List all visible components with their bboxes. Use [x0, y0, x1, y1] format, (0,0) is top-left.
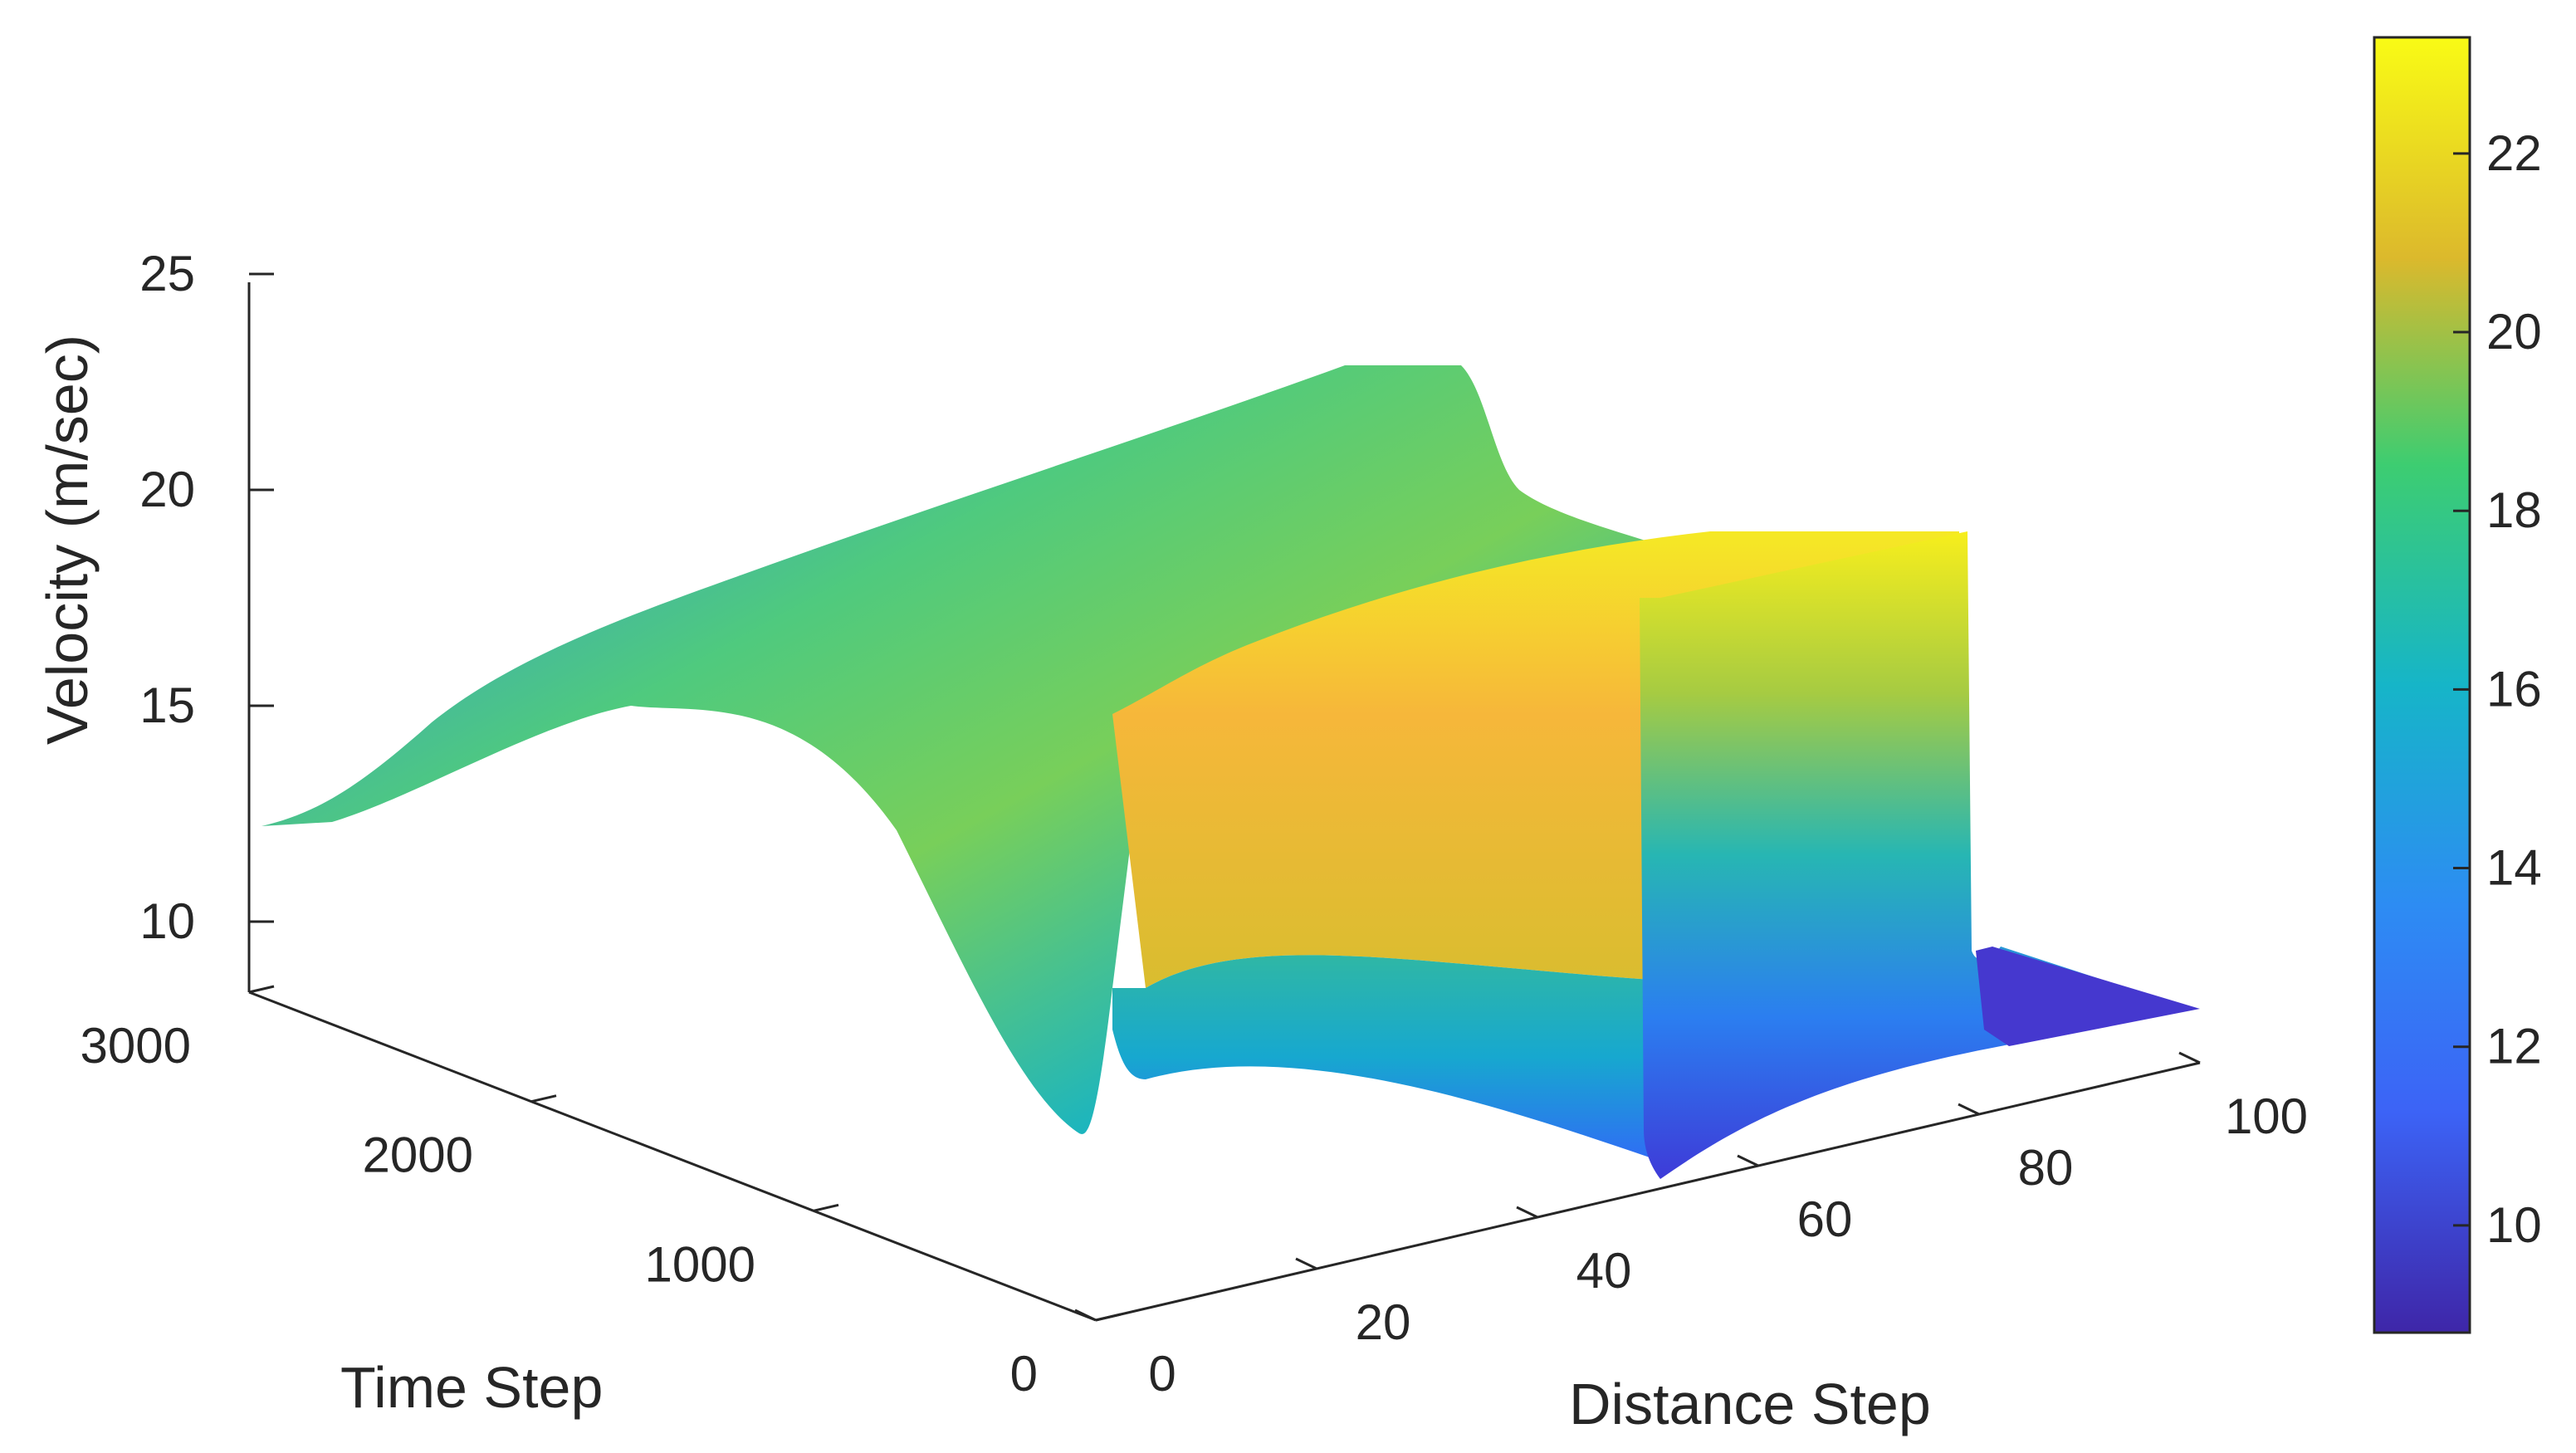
x-tick-label: 60	[1797, 1191, 1853, 1247]
y-ticks: 0 1000 2000 3000	[81, 985, 1122, 1402]
colorbar-gradient	[2373, 36, 2471, 1334]
colorbar-tick-label: 20	[2486, 304, 2542, 360]
z-tick-label: 25	[139, 246, 195, 301]
y-tick-mark	[1095, 1313, 1122, 1322]
x-axis-line	[1095, 1061, 2201, 1322]
y-tick-label: 2000	[363, 1128, 473, 1183]
x-axis-title: Distance Step	[1569, 1372, 1931, 1436]
y-tick-mark	[530, 1094, 557, 1103]
surface-cliff	[1640, 531, 2192, 1179]
x-tick-label: 100	[2225, 1089, 2308, 1144]
colorbar-tick-label: 14	[2486, 840, 2542, 896]
x-tick-mark	[1737, 1154, 1759, 1167]
colorbar-tick-label: 18	[2486, 482, 2542, 538]
x-ticks: 0 20 40 60 80 100	[1074, 1051, 2308, 1402]
y-axis-title: Time Step	[340, 1355, 603, 1420]
y-tick-mark	[248, 985, 275, 994]
surface-slope	[1112, 955, 1652, 1158]
y-tick-label: 1000	[645, 1236, 755, 1292]
x-tick-label: 0	[1148, 1346, 1176, 1402]
axes	[247, 282, 2201, 1322]
z-tick-label: 20	[139, 462, 195, 517]
colorbar-tick-label: 12	[2486, 1019, 2542, 1074]
x-tick-mark	[1516, 1206, 1538, 1219]
colorbar-tick-label: 10	[2486, 1197, 2542, 1253]
z-axis-title: Velocity (m/sec)	[35, 335, 100, 745]
surface	[262, 365, 2200, 1179]
y-axis-line	[248, 991, 1097, 1322]
colorbar-tick-label: 16	[2486, 661, 2542, 717]
z-tick-label: 10	[139, 893, 195, 949]
x-tick-label: 40	[1576, 1243, 1632, 1299]
x-tick-label: 20	[1356, 1294, 1411, 1350]
x-tick-mark	[2178, 1051, 2201, 1064]
x-tick-mark	[1295, 1257, 1317, 1270]
x-tick-mark	[1958, 1103, 1980, 1116]
x-tick-mark	[1074, 1309, 1097, 1322]
surface-back-sheet	[262, 365, 1669, 1134]
y-tick-mark	[813, 1203, 839, 1212]
x-tick-label: 80	[2018, 1140, 2074, 1196]
z-ticks: 10 15 20 25	[139, 246, 274, 949]
colorbar: 10 12 14 16 18 20 22	[2373, 36, 2542, 1334]
surface-floor	[1976, 947, 2200, 1046]
colorbar-ticks: 10 12 14 16 18 20 22	[2453, 125, 2542, 1253]
y-tick-label: 0	[1010, 1346, 1038, 1402]
y-tick-label: 3000	[81, 1018, 191, 1074]
z-tick-label: 15	[139, 678, 195, 733]
colorbar-tick-label: 22	[2486, 125, 2542, 181]
